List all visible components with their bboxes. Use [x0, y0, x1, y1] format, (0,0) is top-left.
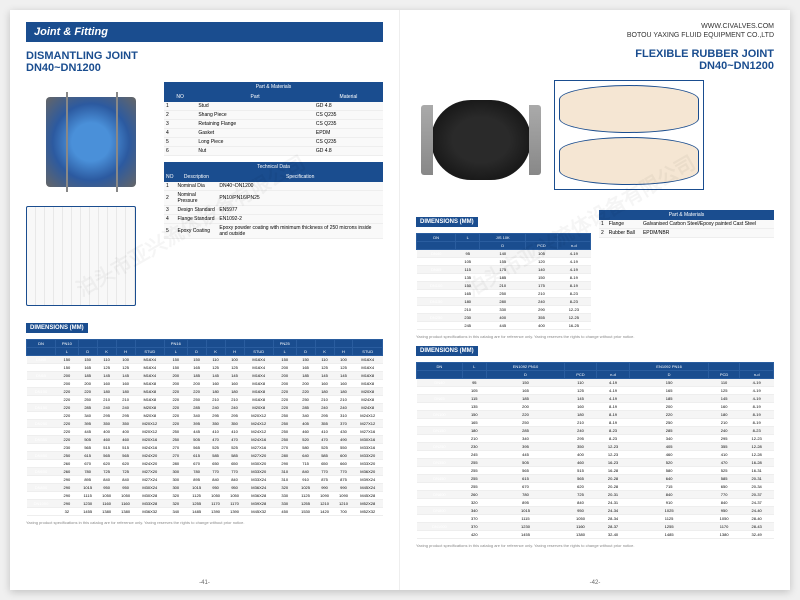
dismantling-joint-drawing: [26, 206, 136, 306]
tech-table-left: Technical Data NODescriptionSpecificatio…: [164, 162, 383, 239]
product-title-right: FLEXIBLE RUBBER JOINT DN40~DN1200: [416, 48, 774, 72]
dims2-label: DIMENSIONS (MM): [416, 346, 478, 356]
product-images-left: [26, 82, 156, 306]
dims2-table: DNLEN1092 PN10EN1092 PN16DPCDn-dDPCDn-dD…: [416, 362, 774, 539]
page-num-right: -42-: [590, 580, 601, 586]
rubber-joint-drawing: [554, 80, 704, 190]
dims-label-left: DIMENSIONS (MM): [26, 323, 88, 333]
footnote-left: Yaxing product specifications in this ca…: [26, 520, 383, 525]
dismantling-joint-render: [46, 97, 136, 187]
footnote-mid: Yaxing product specifications in this ca…: [416, 334, 774, 339]
parts-table-right: Part & Materials 1FlangeGalvanised Carbo…: [599, 210, 774, 238]
section-header: Joint & Fitting: [26, 22, 383, 42]
company-header: WWW.CIVALVES.COMBOTOU YAXING FLUID EQUIP…: [416, 22, 774, 40]
rubber-joint-render: [416, 80, 546, 200]
parts-table-left: Part & Materials NOPartMaterial1StudGD 4…: [164, 82, 383, 156]
page-num-left: -41-: [199, 580, 210, 586]
dims1-table: DNLJIS 10KDPCDn-dDN40951401054-19DN50105…: [416, 233, 591, 330]
product-title-left: DISMANTLING JOINT DN40~DN1200: [26, 50, 383, 74]
dims-table-left: DNPN10PN16PN25LDKHSTUDLDKHSTUDLDKHSTUDDN…: [26, 339, 383, 516]
footnote-right: Yaxing product specifications in this ca…: [416, 543, 774, 548]
dims1-label: DIMENSIONS (MM): [416, 217, 478, 227]
